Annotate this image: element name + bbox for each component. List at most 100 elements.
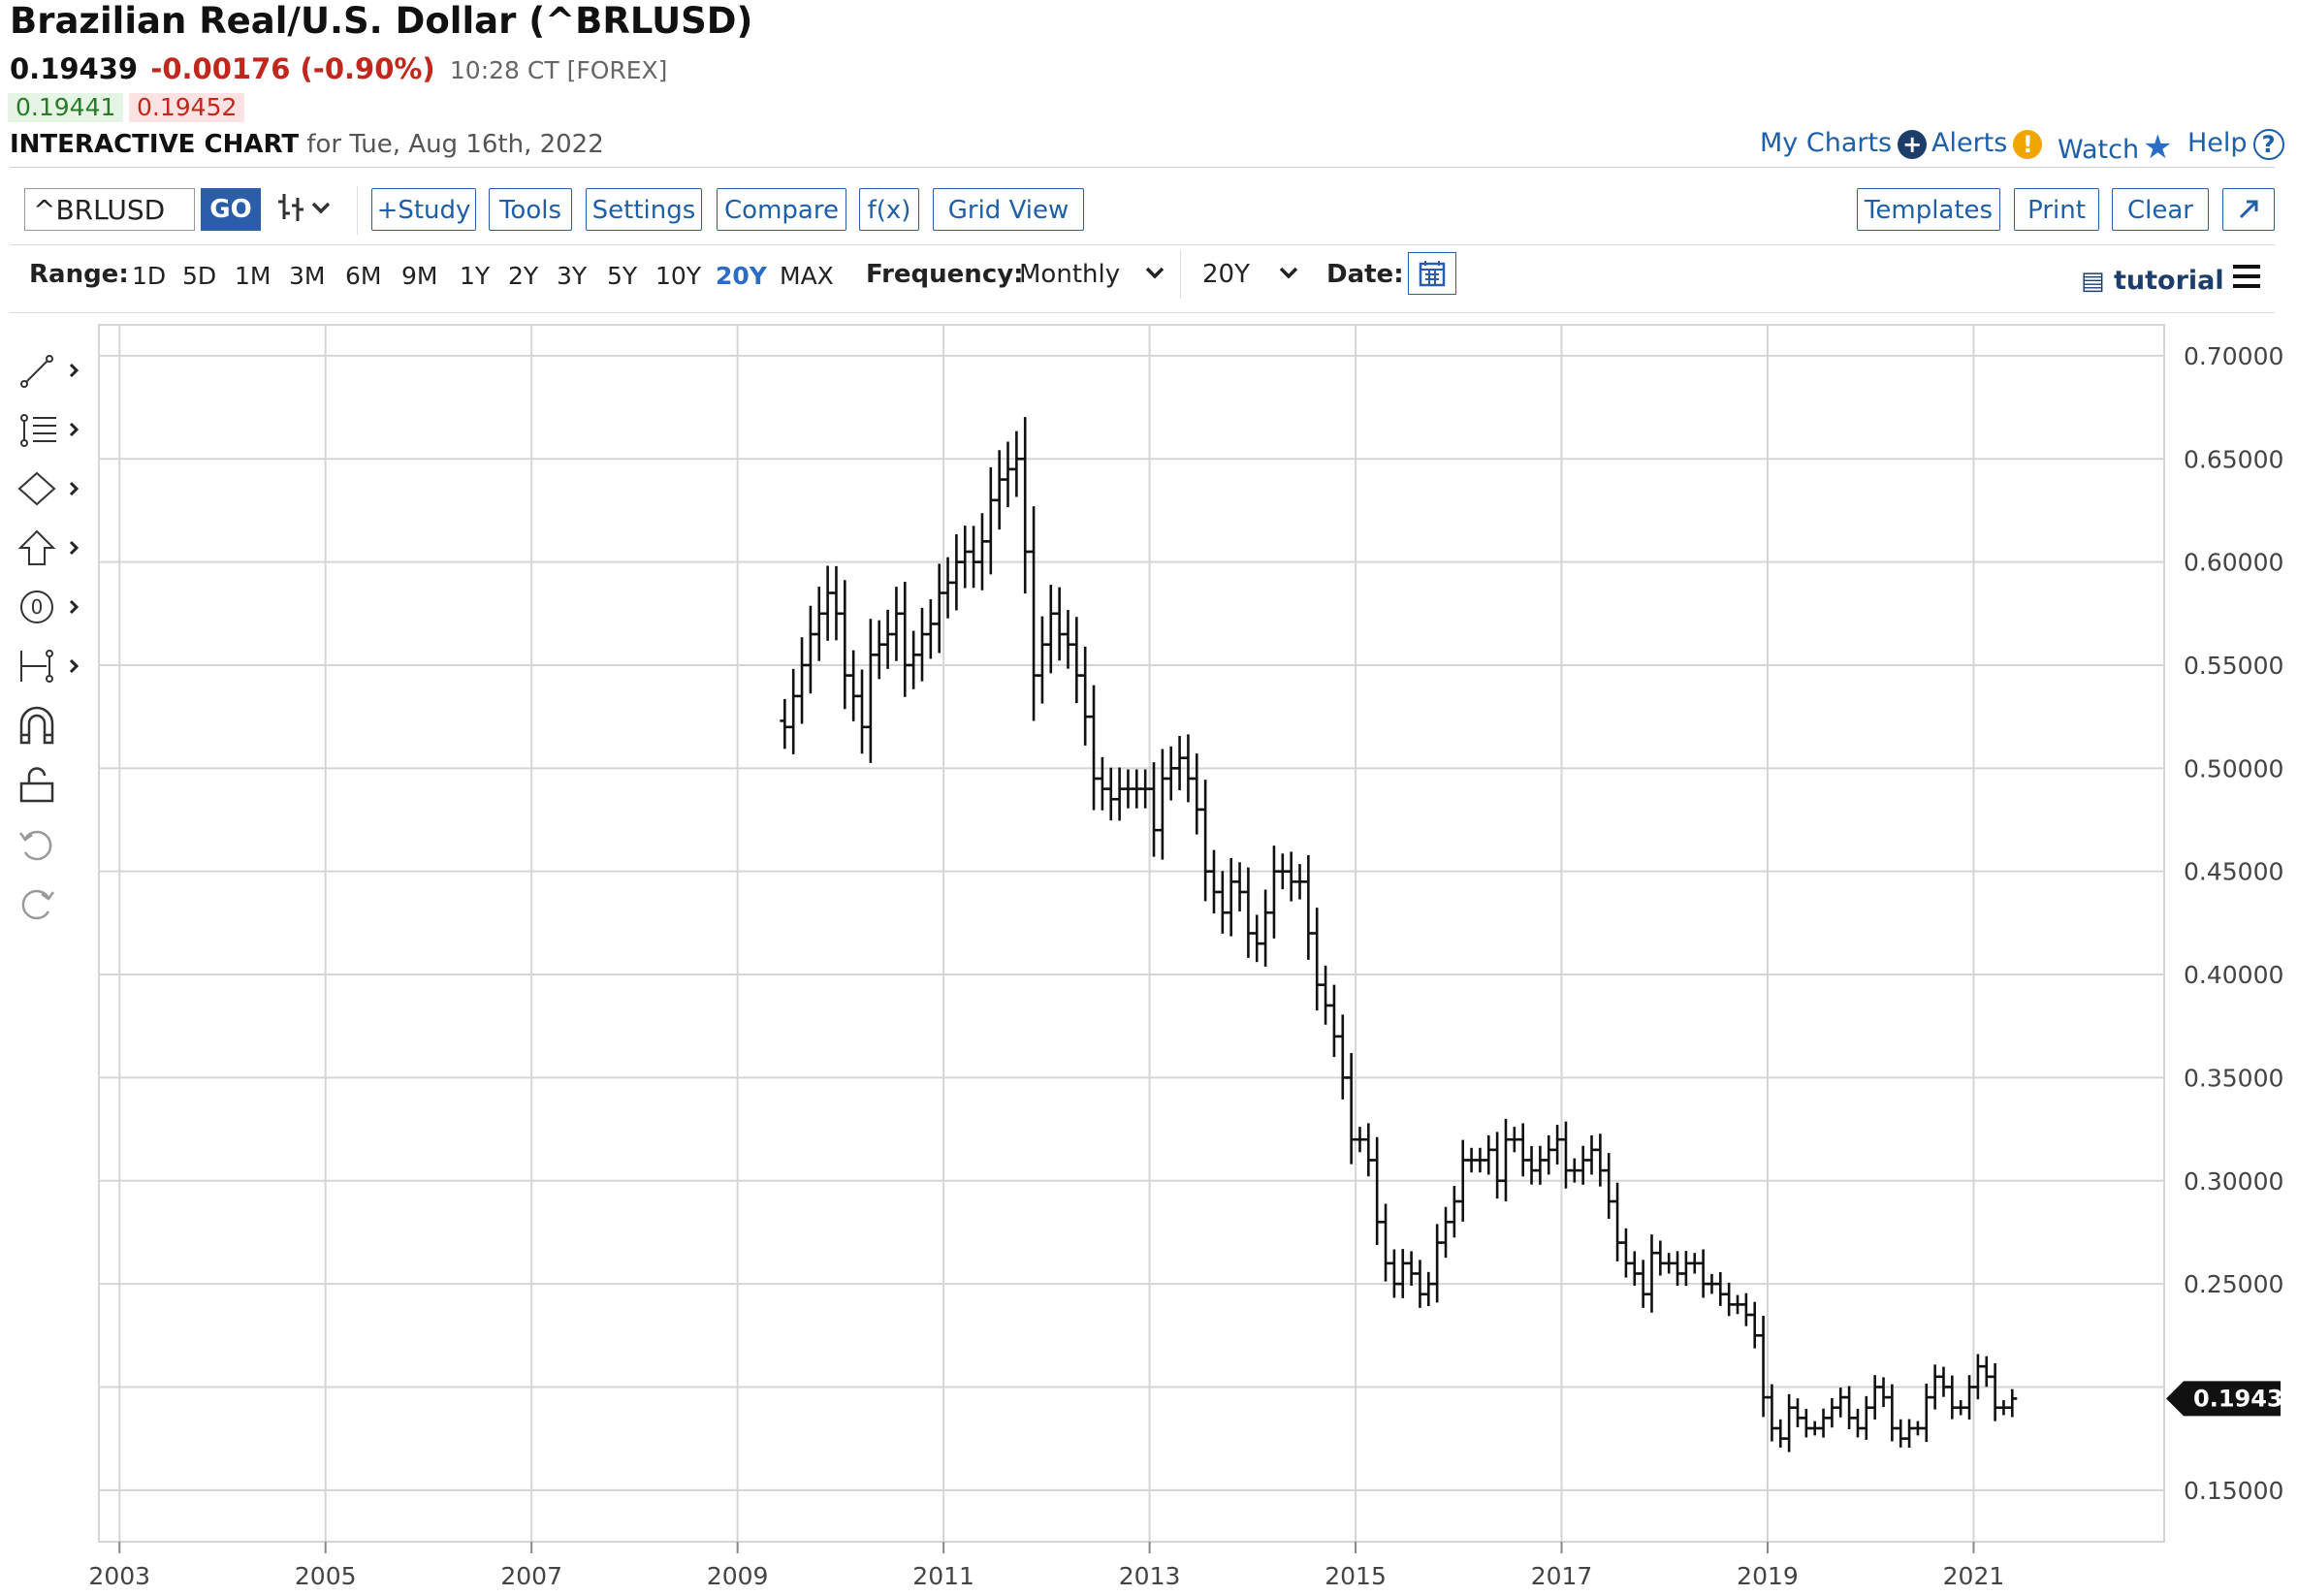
study-button[interactable]: +Study <box>371 188 476 231</box>
shape-tool[interactable] <box>17 469 80 508</box>
trendline-tool[interactable] <box>17 351 80 390</box>
ohlc-bar <box>1586 1134 1597 1175</box>
range-item-6m[interactable]: 6M <box>345 262 382 290</box>
tools-button[interactable]: Tools <box>489 188 572 231</box>
ohlc-bar <box>1029 506 1039 721</box>
ohlc-bar <box>1887 1384 1898 1442</box>
ohlc-bar <box>1878 1377 1889 1408</box>
expand-button[interactable] <box>2222 188 2275 231</box>
ohlc-bar <box>1947 1375 1958 1420</box>
ohlc-bar <box>1715 1272 1726 1306</box>
period-dropdown[interactable]: 20Y <box>1202 260 1304 289</box>
last-price-label: 0.19439 <box>2193 1385 2298 1412</box>
ohlc-bar <box>916 607 927 682</box>
ohlc-bar <box>1328 984 1339 1058</box>
ohlc-bar <box>865 619 876 763</box>
range-item-max[interactable]: MAX <box>780 262 834 290</box>
ohlc-bar <box>831 565 842 641</box>
print-button[interactable]: Print <box>2014 188 2099 231</box>
ohlc-bar <box>1612 1182 1623 1261</box>
plus-circle-icon: + <box>1898 129 1928 159</box>
arrow-tool[interactable] <box>17 528 80 567</box>
ohlc-bar <box>1595 1133 1606 1187</box>
ohlc-bar <box>1517 1123 1528 1177</box>
range-item-1d[interactable]: 1D <box>132 262 167 290</box>
my-charts-label: My Charts <box>1760 128 1893 158</box>
measure-tool[interactable] <box>17 647 80 686</box>
ohlc-bar <box>1475 1147 1485 1173</box>
header-divider <box>10 167 2275 168</box>
symbol-input[interactable]: ^BRLUSD <box>24 188 195 231</box>
clear-button[interactable]: Clear <box>2112 188 2209 231</box>
ohlc-bar <box>1998 1399 2009 1416</box>
grid-view-button[interactable]: Grid View <box>933 188 1084 231</box>
ohlc-bar <box>814 587 824 661</box>
watch-label: Watch <box>2058 135 2140 165</box>
help-link[interactable]: Help? <box>2187 128 2284 160</box>
watch-link[interactable]: Watch ★ <box>2058 128 2173 167</box>
range-item-3y[interactable]: 3Y <box>557 262 588 290</box>
ohlc-bar <box>1294 864 1305 900</box>
ohlc-bar <box>1449 1186 1459 1238</box>
go-button[interactable]: GO <box>201 188 261 231</box>
ohlc-bar <box>1981 1356 1992 1388</box>
magnet-tool[interactable] <box>17 706 76 745</box>
range-item-2y[interactable]: 2Y <box>508 262 539 290</box>
annotation-tool[interactable]: 0 <box>17 588 80 626</box>
range-item-9m[interactable]: 9M <box>401 262 438 290</box>
ohlc-bar <box>1200 780 1211 902</box>
range-item-20y[interactable]: 20Y <box>716 262 767 290</box>
range-item-1y[interactable]: 1Y <box>460 262 491 290</box>
range-item-3m[interactable]: 3M <box>289 262 326 290</box>
settings-button[interactable]: Settings <box>586 188 702 231</box>
range-item-5d[interactable]: 5D <box>182 262 217 290</box>
fibonacci-tool[interactable] <box>17 410 80 449</box>
hamburger-icon <box>2233 265 2260 288</box>
ohlc-bar <box>1733 1294 1743 1315</box>
ohlc-bar <box>1526 1145 1537 1185</box>
my-charts-link[interactable]: My Charts + <box>1760 128 1928 159</box>
ohlc-bar <box>1080 646 1091 746</box>
measure-icon <box>20 650 80 683</box>
lock-tool[interactable] <box>17 766 76 805</box>
redo-button[interactable] <box>17 884 76 923</box>
x-tick-label: 2011 <box>912 1562 974 1590</box>
ohlc-bar <box>1312 908 1323 1011</box>
date-picker-button[interactable] <box>1408 252 1456 295</box>
price-chart[interactable]: 0.15000 0.25000 0.30000 0.35000 0.40000 0.450… <box>0 320 2298 1596</box>
y-tick-label: 0.40000 <box>2184 961 2283 989</box>
compare-button[interactable]: Compare <box>717 188 846 231</box>
undo-button[interactable] <box>17 825 76 864</box>
ohlc-bar <box>1054 587 1065 661</box>
ohlc-bar <box>1500 1118 1511 1202</box>
ohlc-bar <box>1655 1240 1666 1276</box>
ohlc-bar <box>1809 1420 1820 1436</box>
ohlc-bar <box>1689 1253 1700 1274</box>
menu-button[interactable] <box>2230 262 2263 295</box>
function-button[interactable]: f(x) <box>859 188 919 231</box>
templates-button[interactable]: Templates <box>1857 188 2000 231</box>
ohlc-bar <box>994 450 1005 530</box>
ohlc-bar <box>1165 746 1176 801</box>
x-tick-label: 2007 <box>500 1562 562 1590</box>
alerts-link[interactable]: Alerts! <box>1931 128 2043 159</box>
ohlc-bar <box>1226 857 1236 937</box>
bar-style-dropdown[interactable] <box>276 190 338 233</box>
tutorial-link[interactable]: ▤ tutorial <box>2081 266 2224 296</box>
film-icon: ▤ <box>2081 267 2105 296</box>
ohlc-bar <box>1089 685 1100 811</box>
bid-price: 0.19441 <box>8 93 124 122</box>
range-divider <box>10 312 2275 313</box>
ohlc-bar <box>1544 1134 1554 1175</box>
ohlc-bar <box>1252 914 1262 963</box>
ohlc-bar <box>960 526 971 589</box>
ohlc-bar <box>1423 1271 1434 1307</box>
ohlc-bar <box>1011 431 1022 497</box>
ohlc-bar <box>909 630 919 689</box>
range-item-5y[interactable]: 5Y <box>607 262 638 290</box>
alerts-label: Alerts <box>1931 128 2008 158</box>
range-item-1m[interactable]: 1M <box>235 262 271 290</box>
frequency-dropdown[interactable]: Monthly <box>1019 260 1170 289</box>
range-item-10y[interactable]: 10Y <box>655 262 702 290</box>
ohlc-bar <box>1406 1251 1417 1286</box>
